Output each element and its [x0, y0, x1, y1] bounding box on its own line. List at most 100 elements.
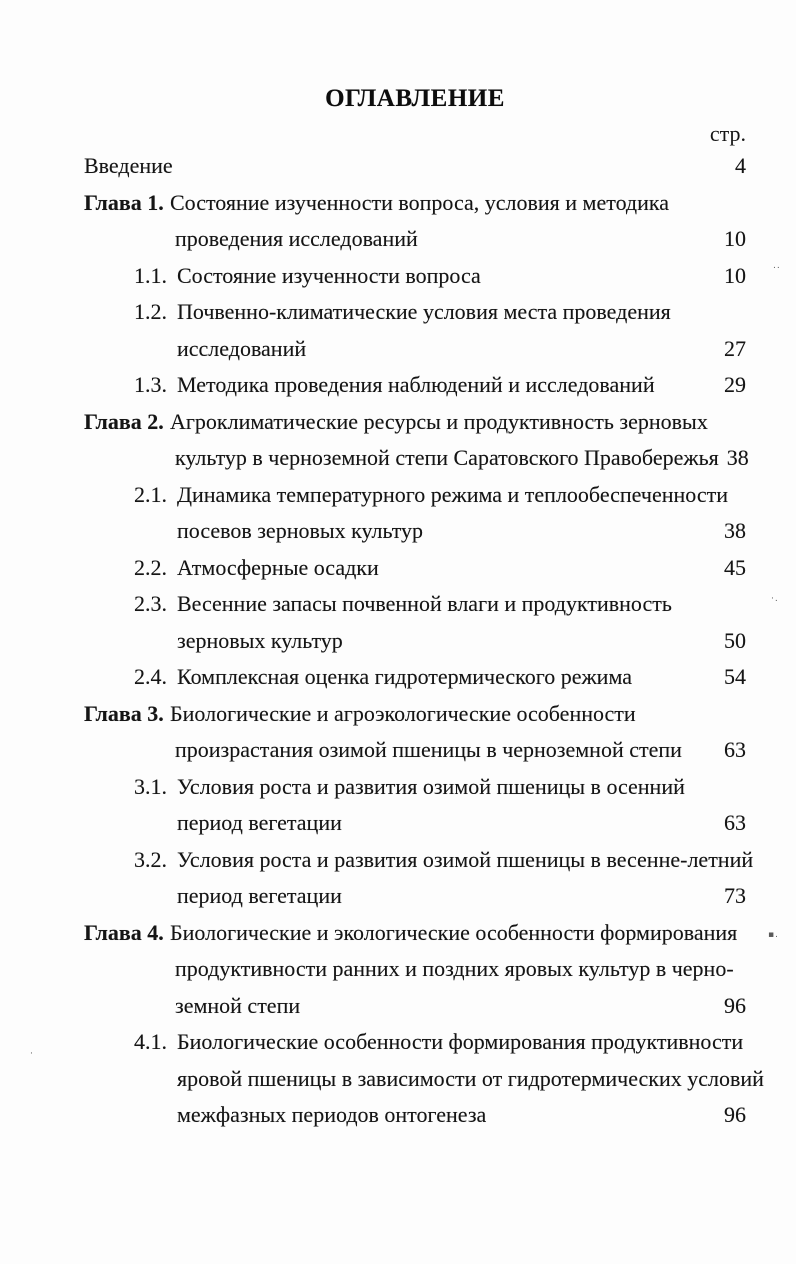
entry-text: земной степи: [175, 992, 301, 1018]
entry-left: период вегетации: [84, 805, 342, 842]
entry-text: Биологические особенности формирования п…: [177, 1029, 744, 1054]
entry-page-number: 10: [724, 226, 746, 251]
entry-left: 2.4. Комплексная оценка гидротермического…: [84, 659, 632, 696]
entry-text: Весенние запасы почвенной влаги и продук…: [177, 591, 672, 616]
toc-entry: произрастания озимой пшеницы в черноземн…: [84, 732, 746, 769]
toc-entry: 4.1. Биологические особенности формирован…: [84, 1024, 746, 1061]
toc-entry: посевов зерновых культур 38: [84, 513, 746, 550]
scan-speck: ▪.: [768, 930, 779, 940]
entry-text: Почвенно-климатические условия места про…: [177, 299, 671, 324]
entry-left: культур в черноземной степи Саратовского…: [84, 440, 719, 477]
entry-text: Комплексная оценка гидротермического реж…: [177, 664, 632, 689]
toc-entry: 2.2. Атмосферные осадки 45: [84, 550, 746, 587]
entry-page-number: 29: [724, 372, 746, 397]
entry-page-number: 63: [724, 737, 746, 762]
entry-page-number: 38: [724, 518, 746, 543]
entry-text: исследований: [177, 335, 307, 361]
entry-left: 3.2. Условия роста и развития озимой пшен…: [84, 842, 753, 879]
toc-entry: культур в черноземной степи Саратовского…: [84, 440, 749, 477]
entry-page-number: 73: [724, 883, 746, 908]
toc-entry: 1.3. Методика проведения наблюдений и исс…: [84, 367, 746, 404]
entry-text: культур в черноземной степи Саратовского…: [175, 445, 719, 470]
entry-left: 2.1. Динамика температурного режима и теп…: [84, 477, 728, 514]
section-number: 2.4.: [134, 664, 167, 689]
entry-page-number: 54: [724, 664, 746, 689]
entry-left: яровой пшеницы в зависимости от гидротер…: [84, 1061, 764, 1098]
entry-page-number: 38: [726, 445, 749, 470]
entry-page-number: 50: [724, 627, 746, 653]
entry-left: Глава 1. Состояние изученности вопроса, у…: [84, 185, 669, 222]
section-number: 4.1.: [134, 1029, 167, 1054]
section-number: 1.1.: [134, 262, 167, 288]
entry-left: земной степи: [84, 988, 300, 1025]
toc-entry: 2.4. Комплексная оценка гидротермического…: [84, 659, 746, 696]
toc-entry: земной степи 96: [84, 988, 746, 1025]
toc-entry: 1.2. Почвенно-климатические условия места…: [84, 294, 746, 331]
toc-entry: межфазных периодов онтогенеза 96: [84, 1097, 746, 1134]
chapter-label: Глава 4.: [84, 919, 164, 945]
section-number: 3.2.: [134, 846, 167, 872]
entry-left: исследований: [84, 331, 306, 368]
toc-entry: Глава 2. Агроклиматические ресурсы и прод…: [84, 404, 746, 441]
toc-entry: зерновых культур 50: [84, 623, 746, 660]
toc-entries: Введение 4 Глава 1. Состояние изученности в…: [84, 148, 764, 1134]
entry-left: 1.3. Методика проведения наблюдений и исс…: [84, 367, 655, 404]
entry-text: Условия роста и развития озимой пшеницы …: [177, 846, 754, 872]
entry-text: период вегетации: [177, 810, 342, 835]
toc-entry: 2.3. Весенние запасы почвенной влаги и пр…: [84, 586, 746, 623]
toc-entry: 2.1. Динамика температурного режима и теп…: [84, 477, 746, 514]
toc-entry: яровой пшеницы в зависимости от гидротер…: [84, 1061, 764, 1098]
entry-text: Состояние изученности вопроса: [177, 262, 481, 288]
toc-content: ОГЛАВЛЕНИЕ стр. Введение 4 Глава 1. Состоян…: [84, 84, 764, 1134]
entry-text: Биологические и экологические особенност…: [170, 919, 738, 945]
chapter-label: Глава 3.: [84, 700, 164, 726]
entry-page-number: 45: [724, 554, 746, 580]
toc-entry: Глава 3. Биологические и агроэкологически…: [84, 696, 746, 733]
page-column-label: стр.: [709, 121, 746, 146]
section-number: 3.1.: [134, 773, 167, 799]
entry-text: зерновых культур: [177, 627, 343, 653]
scan-speck: ..: [773, 261, 781, 271]
toc-entry: проведения исследований 10: [84, 221, 746, 258]
chapter-label: Глава 1.: [84, 189, 164, 215]
entry-left: продуктивности ранних и поздних яровых к…: [84, 951, 734, 988]
toc-entry: Глава 1. Состояние изученности вопроса, у…: [84, 185, 746, 222]
entry-left: 2.2. Атмосферные осадки: [84, 550, 379, 587]
toc-entry: 3.1. Условия роста и развития озимой пшен…: [84, 769, 746, 806]
entry-page-number: 10: [724, 262, 746, 288]
section-number: 2.2.: [134, 554, 167, 580]
toc-entry: Глава 4. Биологические и экологические ос…: [84, 915, 746, 952]
entry-left: произрастания озимой пшеницы в черноземн…: [84, 732, 682, 769]
entry-left: Введение: [84, 148, 173, 185]
entry-left: 2.3. Весенние запасы почвенной влаги и пр…: [84, 586, 672, 623]
entry-text: Динамика температурного режима и теплооб…: [177, 481, 728, 507]
entry-left: Глава 2. Агроклиматические ресурсы и прод…: [84, 404, 708, 441]
toc-entry: продуктивности ранних и поздних яровых к…: [84, 951, 746, 988]
entry-left: 3.1. Условия роста и развития озимой пшен…: [84, 769, 685, 806]
entry-text: Введение: [84, 153, 173, 178]
toc-entry: период вегетации 63: [84, 805, 746, 842]
toc-entry: 3.2. Условия роста и развития озимой пшен…: [84, 842, 753, 879]
entry-left: 4.1. Биологические особенности формирован…: [84, 1024, 743, 1061]
entry-text: Условия роста и развития озимой пшеницы …: [177, 773, 685, 799]
entry-page-number: 63: [724, 810, 746, 835]
entry-left: Глава 4. Биологические и экологические ос…: [84, 915, 737, 952]
entry-page-number: 4: [735, 153, 746, 178]
entry-left: посевов зерновых культур: [84, 513, 423, 550]
section-number: 1.2.: [134, 299, 167, 324]
toc-entry: период вегетации 73: [84, 878, 746, 915]
scan-speck: ·.: [771, 594, 779, 604]
entry-text: проведения исследований: [175, 226, 418, 251]
entry-page-number: 96: [724, 1102, 746, 1127]
entry-text: произрастания озимой пшеницы в черноземн…: [175, 737, 682, 762]
entry-left: зерновых культур: [84, 623, 343, 660]
page-title: ОГЛАВЛЕНИЕ: [325, 85, 505, 112]
entry-text: посевов зерновых культур: [177, 518, 424, 543]
scan-speck: ·: [30, 1049, 34, 1059]
entry-left: Глава 3. Биологические и агроэкологически…: [84, 696, 636, 733]
entry-text: период вегетации: [177, 883, 342, 908]
entry-left: 1.1. Состояние изученности вопроса: [84, 258, 481, 295]
entry-text: продуктивности ранних и поздних яровых к…: [175, 956, 734, 981]
chapter-label: Глава 2.: [84, 408, 164, 434]
